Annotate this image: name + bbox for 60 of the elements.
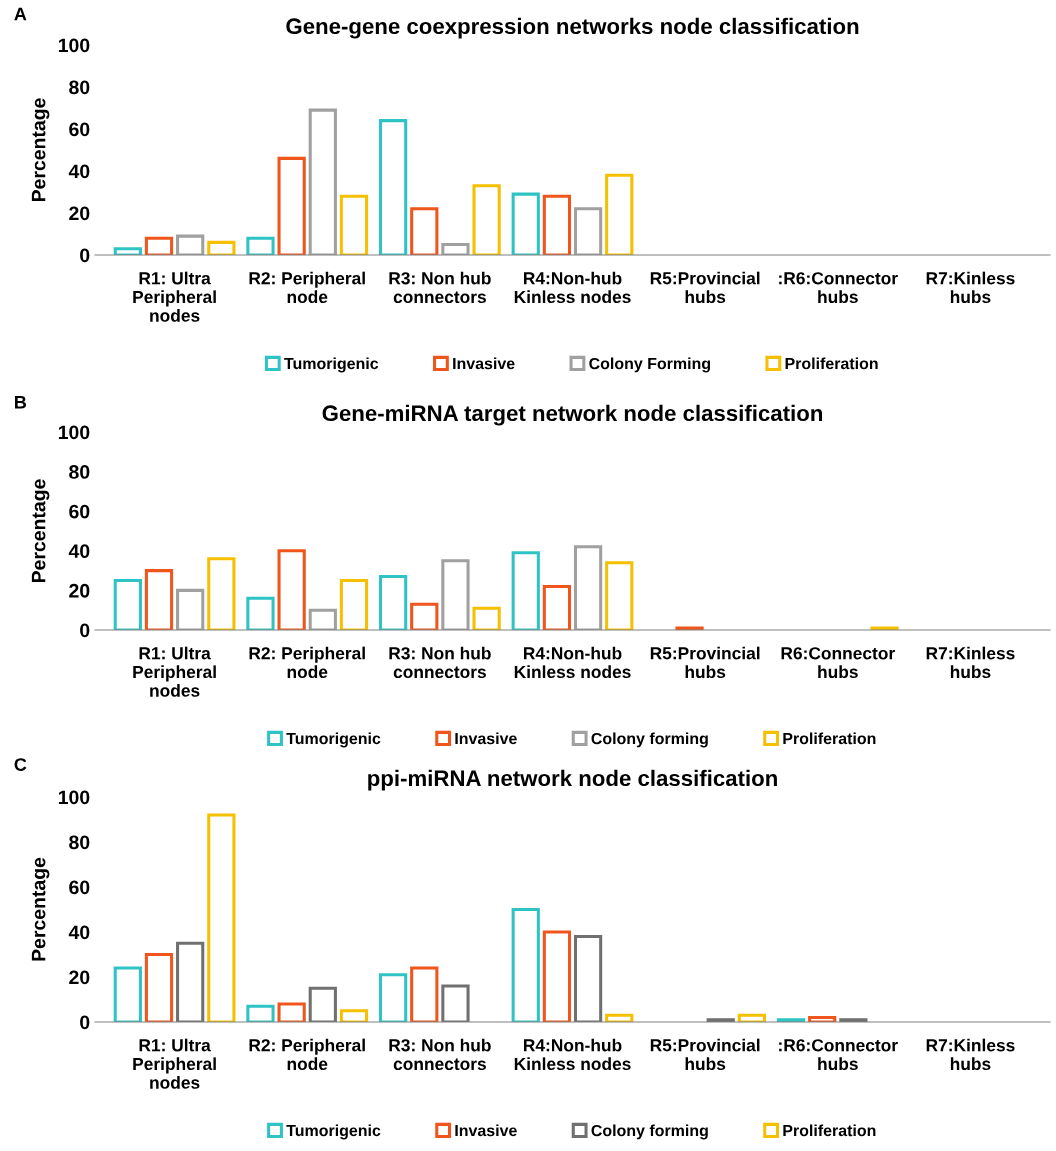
- legend-label: Invasive: [455, 732, 517, 745]
- y-axis-title: Percentage: [31, 98, 50, 202]
- x-tick-label: R5:Provincial hubs: [650, 646, 760, 679]
- y-tick-label: 80: [69, 835, 90, 850]
- y-axis-title: Percentage: [31, 857, 50, 961]
- legend-label: Proliferation: [785, 357, 878, 370]
- x-tick-label: R6:Connector hubs: [781, 647, 895, 679]
- y-tick-label: 60: [69, 122, 90, 137]
- x-tick-label: :R6:Connector hubs: [779, 1039, 898, 1071]
- x-tick-label: R1: Ultra Peripheral nodes: [133, 271, 216, 322]
- legend-label: Colony forming: [591, 732, 708, 748]
- text: B: [15, 396, 27, 409]
- x-tick-label: R3: Non hub connectors: [389, 1038, 491, 1071]
- y-tick-label: 100: [58, 790, 90, 805]
- x-tick-label: R2: Peripheral node: [249, 646, 365, 679]
- y-tick-label: 80: [69, 465, 90, 479]
- text: A: [14, 7, 27, 21]
- y-tick-label: 40: [68, 544, 90, 559]
- legend-label: Proliferation: [783, 1124, 876, 1137]
- legend-label: Tumorigenic: [286, 732, 381, 748]
- y-tick-label: 100: [58, 38, 90, 53]
- chart-title: Gene-gene coexpression networks node classification: [286, 17, 859, 39]
- legend-label: Invasive: [455, 1124, 517, 1137]
- x-tick-label: R5:Provincial hubs: [650, 271, 760, 304]
- x-tick-label: R4:Non-hub Kinless nodes: [514, 646, 631, 679]
- y-tick-label: 80: [69, 80, 90, 95]
- legend-label: Colony Forming: [589, 357, 710, 373]
- x-tick-label: R3: Non hub connectors: [389, 646, 491, 679]
- y-tick-label: 0: [80, 1015, 90, 1030]
- legend-label: Proliferation: [783, 732, 876, 745]
- text: C: [14, 758, 27, 771]
- x-tick-label: R2: Peripheral node: [249, 271, 365, 304]
- x-tick-label: R1: Ultra Peripheral nodes: [133, 1038, 216, 1089]
- y-tick-label: 0: [80, 248, 90, 263]
- x-tick-label: R5:Provincial hubs: [650, 1038, 760, 1071]
- legend-label: Invasive: [453, 357, 515, 370]
- y-tick-label: 20: [69, 970, 90, 985]
- x-tick-label: :R6:Connector hubs: [779, 272, 898, 304]
- chart-title: ppi-miRNA network node classification: [368, 769, 777, 791]
- x-tick-label: R2: Peripheral node: [249, 1038, 365, 1071]
- chart-title: Gene-miRNA target network node classification: [322, 404, 823, 426]
- y-tick-label: 40: [68, 925, 90, 940]
- x-tick-label: R1: Ultra Peripheral nodes: [133, 646, 216, 697]
- x-tick-label: R4:Non-hub Kinless nodes: [514, 271, 631, 304]
- y-tick-label: 60: [69, 880, 90, 895]
- y-tick-label: 0: [80, 623, 90, 638]
- y-axis-title: Percentage: [31, 479, 50, 583]
- y-tick-label: 100: [58, 425, 90, 440]
- x-tick-label: R7:Kinless hubs: [926, 271, 1015, 304]
- legend-label: Tumorigenic: [284, 357, 379, 373]
- x-tick-label: R4:Non-hub Kinless nodes: [514, 1038, 631, 1071]
- y-tick-label: 20: [69, 206, 90, 221]
- legend-label: Tumorigenic: [286, 1124, 381, 1140]
- x-tick-label: R7:Kinless hubs: [926, 1038, 1015, 1071]
- y-tick-label: 60: [69, 504, 90, 519]
- y-tick-label: 40: [68, 164, 90, 179]
- y-tick-label: 20: [69, 583, 90, 598]
- legend-label: Colony forming: [591, 1124, 708, 1140]
- x-tick-label: R3: Non hub connectors: [389, 271, 491, 304]
- x-tick-label: R7:Kinless hubs: [926, 646, 1015, 679]
